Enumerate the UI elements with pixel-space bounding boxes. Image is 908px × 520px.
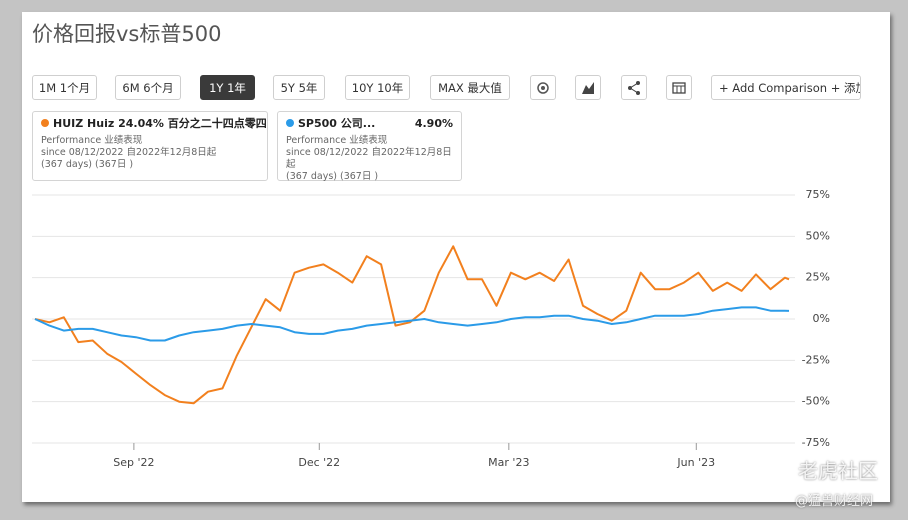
y-tick-label: -75% (802, 436, 830, 449)
days: (367 days) (367日 ) (41, 159, 134, 170)
change-text: 百分之二十四点零四 (167, 117, 267, 130)
legend-entry: HUIZ Huiz (53, 117, 115, 130)
legend-card: SP500 公司... 4.90% Performance 业绩表现 since … (277, 111, 462, 182)
range-button[interactable]: 6M 6个月 (115, 75, 181, 100)
caption: Performance 业绩表现 (286, 135, 388, 146)
change: 24.04% (118, 117, 164, 130)
series-line (34, 306, 790, 342)
change: 4.90% (414, 117, 453, 130)
x-tick-label: Mar '23 (488, 456, 529, 469)
chart-type-button[interactable] (575, 75, 601, 100)
watermark: @猛兽财经网 (795, 494, 874, 509)
legend-dot (41, 119, 49, 127)
x-tick-label: Jun '23 (676, 456, 715, 469)
y-tick-label: 50% (806, 229, 830, 242)
legend-card: HUIZ Huiz 24.04% 百分之二十四点零四 Performance 业… (32, 111, 268, 181)
range-button[interactable]: 1M 1个月 (32, 75, 97, 100)
y-tick-label: -25% (802, 353, 830, 366)
x-tick-label: Dec '22 (298, 456, 340, 469)
caption: Performance 业绩表现 (41, 135, 143, 146)
since: since 08/12/2022 自2022年12月8日起 (41, 147, 217, 158)
y-tick-label: -50% (802, 395, 830, 408)
y-tick-label: 0% (813, 312, 830, 325)
share-button[interactable] (621, 75, 647, 100)
range-button[interactable]: MAX 最大值 (430, 75, 510, 100)
y-tick-label: 75% (806, 188, 830, 201)
settings-button[interactable] (530, 75, 556, 100)
range-button[interactable]: 1Y 1年 (200, 75, 255, 100)
range-button[interactable]: 5Y 5年 (273, 75, 325, 100)
add-comparison[interactable]: + Add Comparison + 添加比较 (711, 75, 861, 100)
legend-entry: SP500 公司... (298, 117, 376, 130)
x-tick-label: Sep '22 (113, 456, 154, 469)
range-button[interactable]: 10Y 10年 (345, 75, 410, 100)
page-title: 价格回报vs标普500 (32, 22, 222, 46)
watermark: 老虎社区 (798, 459, 878, 483)
legend-dot (286, 119, 294, 127)
since: since 08/12/2022 自2022年12月8日起 (286, 147, 452, 170)
table-button[interactable] (666, 75, 692, 100)
series-line (34, 245, 790, 405)
y-tick-label: 25% (806, 271, 830, 284)
days: (367 days) (367日 ) (286, 171, 379, 182)
